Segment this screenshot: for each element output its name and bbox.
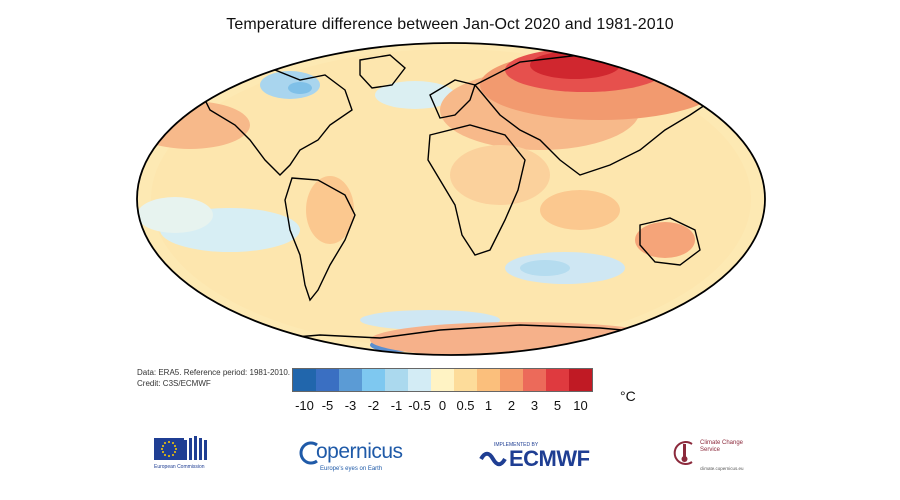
ecmwf-name: ECMWF xyxy=(509,446,590,471)
colorbar-swatch xyxy=(339,369,362,391)
source-line-2: Credit: C3S/ECMWF xyxy=(137,379,211,388)
ecmwf-wave-icon xyxy=(479,451,507,467)
colorbar-swatch xyxy=(316,369,339,391)
colorbar-tick-label: 1 xyxy=(484,398,493,413)
colorbar-swatch xyxy=(477,369,500,391)
colorbar-tick-label: -0.5 xyxy=(408,398,431,413)
anomaly-field xyxy=(137,43,765,355)
colorbar-tick-label: 0 xyxy=(438,398,447,413)
eu-caption: European Commission xyxy=(154,464,205,470)
source-line-1: Data: ERA5. Reference period: 1981-2010. xyxy=(137,368,290,377)
ecmwf-logo: IMPLEMENTED BY ECMWF xyxy=(479,436,593,476)
copernicus-logo: opernicus Europe's eyes on Earth xyxy=(298,436,403,476)
colorbar-swatch xyxy=(385,369,408,391)
commission-building-icon xyxy=(182,436,210,462)
colorbar-swatch xyxy=(500,369,523,391)
colorbar-swatch xyxy=(431,369,454,391)
copernicus-tagline: Europe's eyes on Earth xyxy=(320,466,383,472)
colorbar-swatch xyxy=(362,369,385,391)
colorbar-tick-label: 10 xyxy=(573,398,588,413)
unit-label: °C xyxy=(620,388,636,404)
colorbar-swatch xyxy=(408,369,431,391)
copernicus-name: opernicus xyxy=(316,440,403,463)
ecmwf-implemented-by: IMPLEMENTED BY xyxy=(494,442,539,448)
colorbar-tick-label: 0.5 xyxy=(456,398,475,413)
c3s-logo: Climate Change Service climate.copernicu… xyxy=(672,436,752,476)
c3s-url: climate.copernicus.eu xyxy=(700,466,744,471)
map-title: Temperature difference between Jan-Oct 2… xyxy=(226,16,674,33)
colorbar-swatch xyxy=(293,369,316,391)
colorbar-tick-label: -3 xyxy=(344,398,357,413)
colorbar-tick-label: 2 xyxy=(507,398,516,413)
colorbar-tick-label: 3 xyxy=(530,398,539,413)
c3s-name: Climate Change Service xyxy=(700,440,744,453)
c3s-thermometer-icon xyxy=(673,441,693,465)
copernicus-c-icon xyxy=(299,441,318,465)
globe-outline xyxy=(136,42,766,356)
eu-flag-icon xyxy=(154,438,184,460)
source-note: Data: ERA5. Reference period: 1981-2010.… xyxy=(137,367,290,389)
colorbar-swatch xyxy=(454,369,477,391)
colorbar xyxy=(292,368,593,392)
colorbar-swatch xyxy=(546,369,569,391)
colorbar-swatch xyxy=(569,369,592,391)
eu-commission-logo: European Commission xyxy=(154,436,210,476)
colorbar-swatch xyxy=(523,369,546,391)
colorbar-tick-label: -5 xyxy=(321,398,334,413)
colorbar-tick-label: -10 xyxy=(295,398,314,413)
colorbar-tick-label: 5 xyxy=(553,398,562,413)
colorbar-tick-label: -1 xyxy=(390,398,403,413)
colorbar-tick-label: -2 xyxy=(367,398,380,413)
